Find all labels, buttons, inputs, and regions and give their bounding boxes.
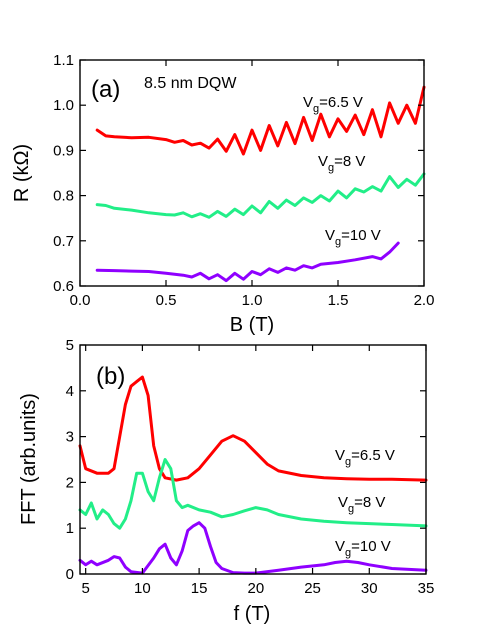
x-tick-label: 35 <box>418 580 435 597</box>
x-tick-label: 25 <box>304 580 321 597</box>
series-label-1: Vg=6.5 V <box>335 447 395 468</box>
series-line-2 <box>78 458 428 530</box>
y-tick-label: 1 <box>66 520 74 537</box>
series-line-3 <box>95 241 400 283</box>
y-tick-label: 3 <box>66 429 74 446</box>
x-tick-label: 5 <box>82 580 90 597</box>
x-tick-label: 0.0 <box>70 292 91 309</box>
series-label-2: Vg=8 V <box>318 153 365 174</box>
series-label-2: Vg=8 V <box>338 494 385 515</box>
series-label-3: Vg=10 V <box>325 227 381 248</box>
x-tick-label: 1.0 <box>242 292 263 309</box>
series-line-3 <box>78 521 428 575</box>
series-label-1: Vg=6.5 V <box>303 94 363 115</box>
y-tick-label: 1.1 <box>53 52 74 69</box>
panel-a-frame <box>79 59 425 287</box>
x-tick-label: 15 <box>191 580 208 597</box>
y-tick-label: 0.8 <box>53 188 74 205</box>
y-tick-label: 2 <box>66 474 74 491</box>
panel-b: Vg=6.5 V Vg=8 V Vg=10 V 5 10 15 20 25 30 35 0 1 2 3 4… <box>18 337 434 625</box>
y-tick-label: 0.6 <box>53 278 74 295</box>
series-line-1 <box>78 375 428 482</box>
x-tick-label: 0.5 <box>156 292 177 309</box>
y-tick-label: 0 <box>66 566 74 583</box>
panel-b-label: (b) <box>96 363 125 390</box>
panel-b-xlabel: f (T) <box>234 603 271 625</box>
series-line-1 <box>95 85 426 156</box>
series-label-3: Vg=10 V <box>335 538 391 559</box>
panel-a-label: (a) <box>91 76 120 103</box>
y-tick-label: 1.0 <box>53 97 74 114</box>
panel-b-frame <box>79 344 427 575</box>
panel-a-ylabel: R (kΩ) <box>11 144 33 202</box>
x-tick-label: 1.5 <box>328 292 349 309</box>
panel-a-xlabel: B (T) <box>230 314 274 336</box>
x-tick-label: 30 <box>361 580 378 597</box>
y-tick-label: 0.9 <box>53 142 74 159</box>
series-line-2 <box>95 172 426 219</box>
panel-a-annotation: 8.5 nm DQW <box>144 75 237 92</box>
y-tick-label: 4 <box>66 383 74 400</box>
x-tick-label: 10 <box>134 580 151 597</box>
panel-b-ylabel: FFT (arb.units) <box>18 393 40 525</box>
panel-a: Vg=6.5 V Vg=8 V Vg=10 V 0.0 0.5 1.0 1.5 2.0 0.6… <box>11 52 434 336</box>
x-tick-label: 20 <box>247 580 264 597</box>
y-tick-label: 0.7 <box>53 233 74 250</box>
y-tick-label: 5 <box>66 337 74 354</box>
x-tick-label: 2.0 <box>414 292 435 309</box>
